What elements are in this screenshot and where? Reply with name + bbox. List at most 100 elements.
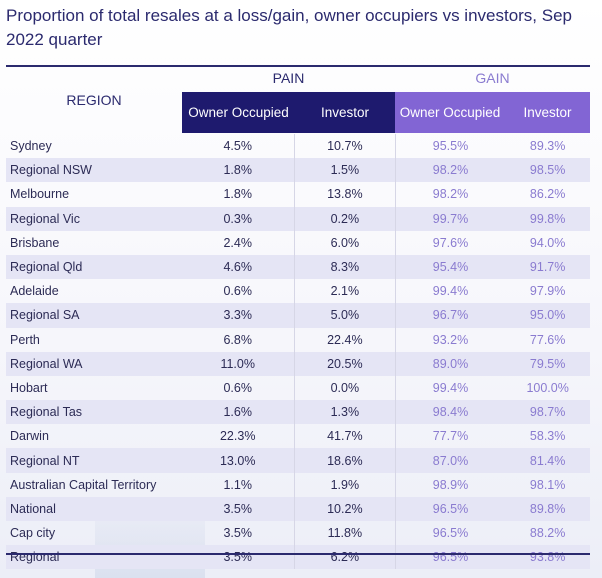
region-cell: Regional Qld [10,260,83,275]
region-cell: Melbourne [10,187,70,202]
gain-investor-cell: 58.3% [529,429,566,444]
gain-investor-header: Investor [523,104,572,120]
gain-investor-cell: 91.7% [529,260,566,275]
region-cell: Brisbane [10,235,60,250]
table-row: Darwin 22.3% 41.7% 77.7% 58.3% [6,424,590,449]
region-cell: Adelaide [10,284,59,299]
gain-investor-cell: 81.4% [529,453,566,468]
pain-owner-occupied-cell: 3.5% [223,550,252,565]
region-cell: Regional NT [10,453,80,468]
region-cell: Regional Tas [10,405,83,420]
gain-header-band: Owner Occupied Investor [395,92,590,133]
gain-owner-occupied-cell: 96.5% [394,496,506,521]
pain-owner-occupied-cell: 3.3% [223,308,252,323]
region-cell: Australian Capital Territory [10,477,157,492]
pain-investor-cell: 10.7% [294,134,395,159]
pain-investor-cell: 13.8% [294,182,395,207]
bottom-rule [6,553,590,555]
table-row: National 3.5% 10.2% 96.5% 89.8% [6,496,590,521]
gain-owner-occupied-cell: 97.6% [394,230,506,255]
gain-investor-cell: 89.3% [529,139,566,154]
region-cell: Regional Vic [10,211,80,226]
pain-investor-cell: 10.2% [294,496,395,521]
pain-owner-occupied-cell: 3.5% [223,526,252,541]
table-row: Regional SA 3.3% 5.0% 96.7% 95.0% [6,303,590,328]
gain-owner-occupied-cell: 87.0% [394,448,506,473]
pain-investor-cell: 1.9% [294,472,395,497]
gain-owner-occupied-cell: 98.9% [394,472,506,497]
table-row: Melbourne 1.8% 13.8% 98.2% 86.2% [6,182,590,207]
table-row: Regional 3.5% 6.2% 96.5% 93.8% [6,545,590,570]
region-cell: Hobart [10,380,48,395]
gain-investor-cell: 89.8% [529,501,566,516]
gain-owner-occupied-cell: 95.4% [394,254,506,280]
table-row: Hobart 0.6% 0.0% 99.4% 100.0% [6,375,590,401]
gain-investor-cell: 79.5% [529,356,566,371]
pain-owner-occupied-cell: 0.3% [223,211,252,226]
pain-investor-cell: 8.3% [294,254,395,280]
pain-investor-cell: 0.2% [294,206,395,231]
gain-investor-cell: 86.2% [529,187,566,202]
pain-owner-occupied-cell: 6.8% [223,332,252,347]
gain-owner-occupied-cell: 96.5% [394,545,506,570]
gain-owner-occupied-cell: 99.7% [394,206,506,231]
pain-investor-cell: 22.4% [294,327,395,352]
table-row: Regional NSW 1.8% 1.5% 98.2% 98.5% [6,158,590,183]
gain-owner-occupied-cell: 96.7% [394,303,506,328]
pain-investor-cell: 0.0% [294,375,395,401]
table-row: Regional Qld 4.6% 8.3% 95.4% 91.7% [6,254,590,280]
gain-owner-occupied-cell: 96.5% [394,521,506,546]
gain-investor-cell: 77.6% [529,332,566,347]
pain-investor-cell: 1.5% [294,158,395,183]
pain-investor-cell: 1.3% [294,400,395,425]
pain-owner-occupied-cell: 3.5% [223,501,252,516]
region-cell: Perth [10,332,40,347]
region-cell: Regional SA [10,308,80,323]
pain-investor-cell: 18.6% [294,448,395,473]
gain-investor-cell: 98.5% [529,163,566,178]
pain-owner-occupied-header: Owner Occupied [188,104,289,120]
table-row: Sydney 4.5% 10.7% 95.5% 89.3% [6,134,590,159]
gain-investor-cell: 100.0% [526,380,569,395]
table-row: Perth 6.8% 22.4% 93.2% 77.6% [6,327,590,352]
gain-investor-cell: 98.7% [529,405,566,420]
gain-group-header: GAIN [475,70,510,86]
pain-investor-cell: 2.1% [294,279,395,304]
pain-investor-cell: 20.5% [294,351,395,376]
gain-investor-cell: 93.8% [529,550,566,565]
table-row: Cap city 3.5% 11.8% 96.5% 88.2% [6,521,590,546]
pain-header-band: Owner Occupied Investor [182,92,395,133]
pain-investor-cell: 5.0% [294,303,395,328]
pain-owner-occupied-cell: 0.6% [223,284,252,299]
top-rule [6,65,590,67]
gain-owner-occupied-cell: 77.7% [394,424,506,449]
pain-owner-occupied-cell: 4.5% [223,139,252,154]
gain-investor-cell: 98.1% [529,477,566,492]
pain-investor-cell: 41.7% [294,424,395,449]
gain-investor-cell: 95.0% [529,308,566,323]
page-title: Proportion of total resales at a loss/ga… [6,6,573,49]
table-row: Regional Tas 1.6% 1.3% 98.4% 98.7% [6,400,590,425]
pain-owner-occupied-cell: 13.0% [219,453,256,468]
gain-owner-occupied-header: Owner Occupied [399,104,501,120]
pain-owner-occupied-cell: 0.6% [223,380,252,395]
gain-owner-occupied-cell: 98.2% [394,158,506,183]
table-row: Regional Vic 0.3% 0.2% 99.7% 99.8% [6,206,590,231]
gain-investor-cell: 99.8% [529,211,566,226]
table-row: Adelaide 0.6% 2.1% 99.4% 97.9% [6,279,590,304]
pain-owner-occupied-cell: 1.6% [223,405,252,420]
gain-owner-occupied-cell: 99.4% [394,375,506,401]
pain-owner-occupied-cell: 1.8% [223,163,252,178]
gain-owner-occupied-cell: 99.4% [394,279,506,304]
pain-investor-cell: 11.8% [294,521,395,546]
gain-owner-occupied-cell: 98.4% [394,400,506,425]
table-row: Australian Capital Territory 1.1% 1.9% 98.9… [6,472,590,497]
pain-owner-occupied-cell: 4.6% [223,260,252,275]
region-cell: Sydney [10,139,52,154]
pain-owner-occupied-cell: 2.4% [223,235,252,250]
pain-investor-cell: 6.0% [294,230,395,255]
region-cell: Regional [10,550,60,565]
region-cell: Regional NSW [10,163,92,178]
region-cell: National [10,501,56,516]
pain-owner-occupied-cell: 11.0% [220,356,255,371]
